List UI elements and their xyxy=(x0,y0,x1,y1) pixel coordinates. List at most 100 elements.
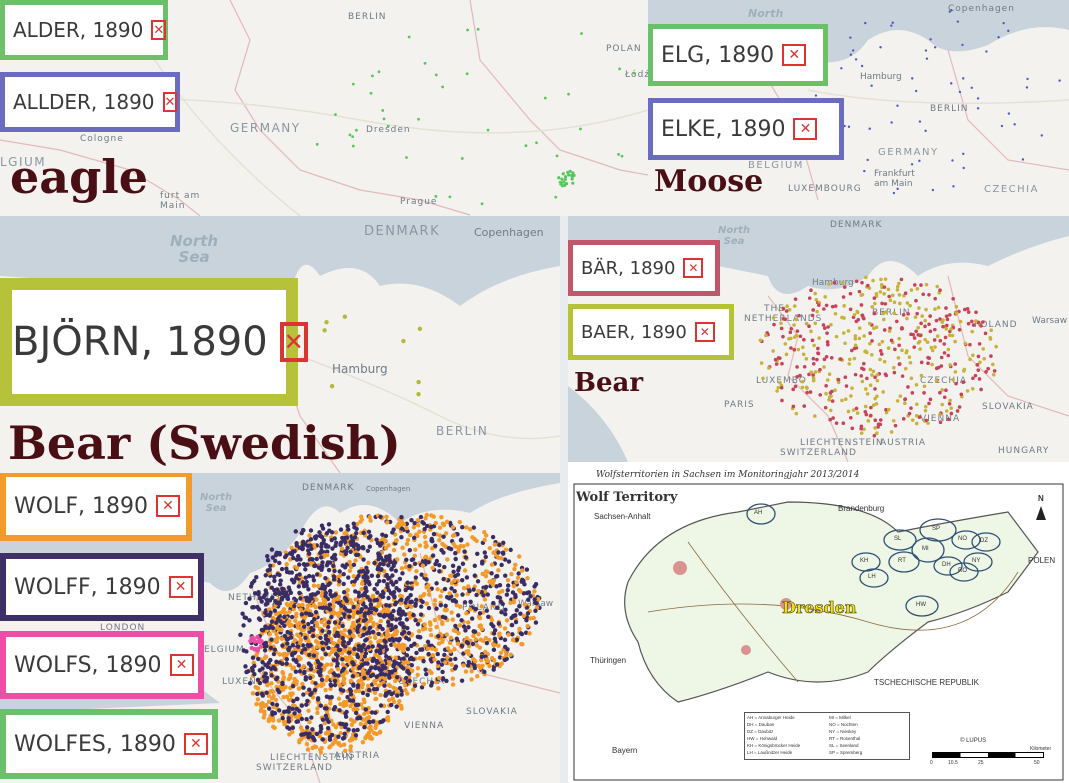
tag-wolfs[interactable]: WOLFS, 1890 ✕ xyxy=(0,631,204,699)
observation-dot xyxy=(391,608,396,614)
observation-dot xyxy=(800,379,805,384)
observation-dot xyxy=(399,535,404,540)
place-germany: GERMANY xyxy=(878,147,939,158)
observation-dot xyxy=(771,349,775,353)
observation-dot xyxy=(263,588,268,593)
remove-icon[interactable]: ✕ xyxy=(279,322,308,362)
tag-elg[interactable]: ELG, 1890 ✕ xyxy=(648,24,828,86)
tag-bjorn[interactable]: BJÖRN, 1890 ✕ xyxy=(0,278,308,406)
observation-dot xyxy=(914,383,919,387)
observation-dot xyxy=(446,596,452,601)
territory-kh: KH xyxy=(860,558,869,564)
observation-dot xyxy=(353,689,358,694)
observation-dot xyxy=(379,567,384,572)
observation-dot xyxy=(863,349,867,354)
tag-alder[interactable]: ALDER, 1890 ✕ xyxy=(0,0,168,60)
observation-dot xyxy=(304,725,310,730)
observation-dot xyxy=(951,297,955,301)
observation-dot xyxy=(351,728,356,733)
observation-dot xyxy=(873,418,878,422)
remove-icon[interactable]: ✕ xyxy=(683,258,704,278)
observation-dot xyxy=(387,661,392,667)
observation-dot xyxy=(382,683,387,688)
observation-dot xyxy=(908,360,913,365)
observation-dot xyxy=(807,372,811,377)
tag-bar[interactable]: BÄR, 1890 ✕ xyxy=(568,240,720,296)
observation-dot xyxy=(466,659,471,665)
observation-dot xyxy=(469,677,474,682)
observation-dot xyxy=(267,632,273,637)
observation-dot xyxy=(896,356,901,360)
tag-baer[interactable]: BAER, 1890 ✕ xyxy=(568,304,734,360)
observation-dot xyxy=(950,9,953,12)
place-belgium: LGIUM xyxy=(0,155,47,169)
observation-dot xyxy=(413,618,418,623)
observation-dot xyxy=(276,590,281,595)
place-luxembourg: LUXEMBOURG xyxy=(788,184,862,194)
observation-dot xyxy=(503,547,509,552)
remove-icon[interactable]: ✕ xyxy=(151,20,167,40)
observation-dot xyxy=(364,657,369,663)
observation-dot xyxy=(337,708,342,713)
observation-dot xyxy=(813,321,818,326)
place-berlin: BERLIN xyxy=(436,424,489,438)
observation-dot xyxy=(970,319,974,324)
observation-dot xyxy=(319,593,325,598)
observation-dot xyxy=(292,603,297,609)
observation-dot xyxy=(341,581,346,587)
tag-wolfes[interactable]: WOLFES, 1890 ✕ xyxy=(0,709,218,779)
remove-icon[interactable]: ✕ xyxy=(793,118,818,140)
observation-dot xyxy=(262,709,267,714)
observation-dot xyxy=(471,629,476,634)
observation-dot xyxy=(476,631,481,637)
tag-wolf[interactable]: WOLF, 1890 ✕ xyxy=(0,473,192,541)
observation-dot xyxy=(816,351,821,356)
remove-icon[interactable]: ✕ xyxy=(162,92,178,112)
observation-dot xyxy=(358,519,363,524)
scale-2: 25 xyxy=(978,760,984,766)
remove-icon[interactable]: ✕ xyxy=(168,576,193,598)
observation-dot xyxy=(322,328,327,333)
remove-icon[interactable]: ✕ xyxy=(782,44,807,66)
observation-dot xyxy=(938,420,943,425)
observation-dot xyxy=(297,572,302,577)
observation-dot xyxy=(870,305,874,309)
observation-dot xyxy=(326,620,331,625)
observation-dot xyxy=(879,352,884,356)
observation-dot xyxy=(366,560,371,565)
observation-dot xyxy=(414,581,419,587)
observation-dot xyxy=(486,614,491,620)
observation-dot xyxy=(285,621,291,626)
place-austria: AUSTRIA xyxy=(880,438,927,448)
observation-dot xyxy=(490,534,496,540)
observation-dot xyxy=(487,637,492,643)
remove-icon[interactable]: ✕ xyxy=(169,654,194,676)
tag-wolff[interactable]: WOLFF, 1890 ✕ xyxy=(0,553,204,621)
remove-icon[interactable]: ✕ xyxy=(155,495,180,517)
observation-dot xyxy=(523,630,529,635)
observation-dot xyxy=(872,433,877,438)
observation-dot xyxy=(528,594,533,599)
observation-dot xyxy=(369,573,375,578)
observation-dot xyxy=(938,338,943,343)
observation-dot xyxy=(383,691,389,696)
observation-dot xyxy=(948,363,952,367)
observation-dot xyxy=(816,346,820,351)
observation-dot xyxy=(347,629,352,634)
observation-dot xyxy=(883,302,888,306)
observation-dot xyxy=(426,605,432,611)
observation-dot xyxy=(848,415,853,420)
observation-dot xyxy=(328,592,333,597)
observation-dot xyxy=(292,647,298,652)
remove-icon[interactable]: ✕ xyxy=(694,322,715,342)
observation-dot xyxy=(860,64,864,68)
tag-elke[interactable]: ELKE, 1890 ✕ xyxy=(648,98,844,160)
observation-dot xyxy=(258,644,264,649)
observation-dot xyxy=(941,324,945,329)
observation-dot xyxy=(353,589,358,594)
observation-dot xyxy=(1007,29,1010,33)
observation-dot xyxy=(299,736,304,742)
remove-icon[interactable]: ✕ xyxy=(183,733,208,755)
observation-dot xyxy=(290,643,296,648)
tag-allder[interactable]: ALLDER, 1890 ✕ xyxy=(0,72,180,132)
